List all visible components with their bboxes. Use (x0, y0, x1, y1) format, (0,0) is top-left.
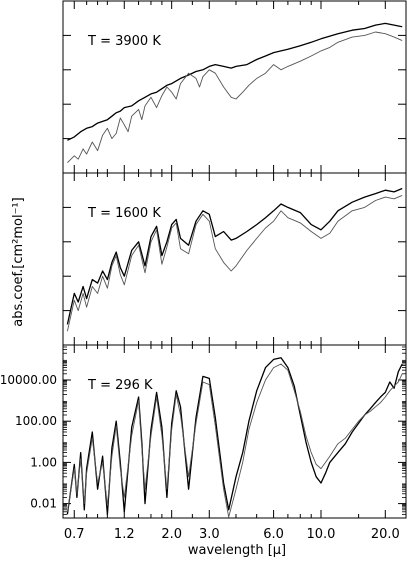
x-tick-label: 2.0 (161, 527, 182, 542)
panel-3: 0.01 1.00 100.00 10000.00 T = 296 K (0, 344, 407, 519)
series-line-2 (67, 31, 403, 164)
x-tick-label: 10.0 (307, 527, 336, 542)
series-line-1 (66, 187, 403, 325)
panel-2: T = 1600 K (62, 172, 407, 346)
y-tick-label: 1.00 (30, 455, 57, 469)
temperature-annotation: T = 3900 K (87, 34, 161, 49)
x-tick-label: 1.2 (114, 527, 135, 542)
y-tick-label: 10000.00 (0, 373, 57, 387)
y-tick-label: 0.01 (30, 497, 57, 511)
series-line-2 (66, 194, 403, 332)
x-tick-label: 20.0 (371, 527, 400, 542)
x-tick-labels: 0.7 1.2 2.0 3.0 6.0 10.0 20.0 (64, 527, 400, 542)
x-tick-label: 3.0 (199, 527, 220, 542)
y-tick-label: 100.00 (15, 414, 57, 428)
x-tick-label: 6.0 (263, 527, 284, 542)
series-line-1 (66, 357, 403, 516)
series-line-1 (67, 22, 403, 141)
panel-1: T = 3900 K (62, 0, 407, 174)
x-tick-label: 0.7 (64, 527, 85, 542)
plot-frame (62, 0, 407, 174)
temperature-annotation: T = 296 K (87, 378, 153, 393)
chart-panels: T = 3900 K T = 1600 K 0.01 1.00 100.00 10000.… (0, 0, 407, 519)
temperature-annotation: T = 1600 K (87, 206, 161, 221)
plot-frame (62, 344, 407, 519)
series-line-2 (66, 363, 403, 518)
x-axis-label: wavelength [μ] (188, 543, 286, 558)
y-axis-label: abs.coef.[cm²mol⁻¹] (11, 197, 26, 326)
